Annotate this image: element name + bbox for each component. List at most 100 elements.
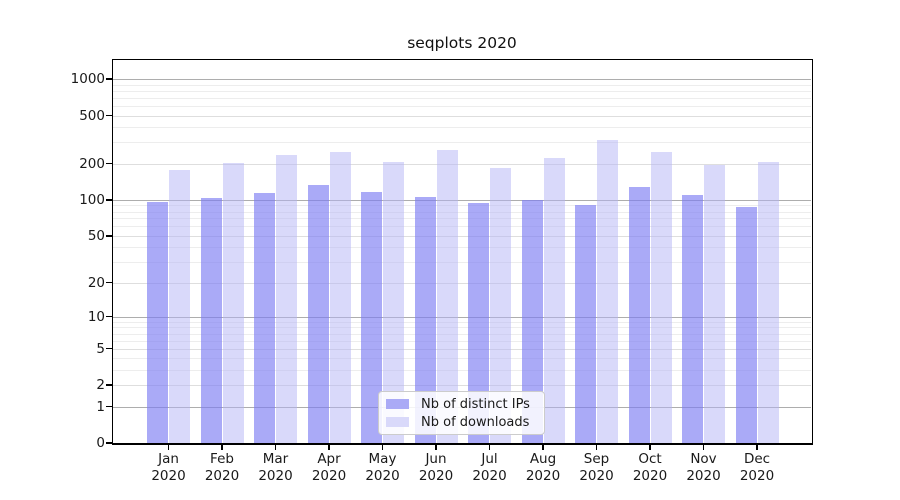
- y-tick-mark: [106, 78, 113, 80]
- bar-distinct-ips-jan: [147, 201, 168, 443]
- x-tick-label-aug: Aug 2020: [525, 451, 561, 484]
- gridline-minor: [113, 358, 811, 360]
- bar-distinct-ips-apr: [307, 185, 329, 443]
- bar-downloads-oct: [650, 152, 672, 443]
- x-tick-label-mar: Mar 2020: [258, 451, 293, 484]
- gridline-mid: [113, 282, 811, 284]
- legend-label-downloads: Nb of downloads: [421, 414, 530, 430]
- bar-downloads-apr: [329, 151, 351, 443]
- gridline-mid: [113, 348, 811, 350]
- y-tick-label: 0: [96, 435, 105, 451]
- legend-swatch-downloads: [386, 417, 409, 427]
- gridline-minor: [113, 211, 811, 213]
- x-tick-mark: [435, 444, 437, 450]
- y-tick-label: 500: [79, 107, 105, 124]
- y-tick-mark: [106, 199, 113, 201]
- gridline-minor: [113, 97, 811, 99]
- x-tick-mark: [488, 444, 491, 450]
- bar-downloads-nov: [704, 164, 725, 443]
- bar-downloads-mar: [276, 154, 297, 443]
- y-tick-label: 2: [96, 377, 105, 394]
- x-tick-label-may: May 2020: [365, 451, 400, 484]
- x-tick-label-nov: Nov 2020: [686, 451, 721, 484]
- y-tick-mark: [106, 405, 113, 408]
- bar-downloads-aug: [543, 158, 565, 443]
- gridline-minor: [113, 247, 811, 249]
- x-tick-mark: [756, 444, 758, 450]
- x-tick-label-jan: Jan 2020: [151, 451, 186, 484]
- bar-distinct-ips-jun: [414, 196, 436, 443]
- x-tick-mark: [595, 444, 598, 450]
- gridline-major: [113, 316, 811, 318]
- bar-distinct-ips-mar: [254, 193, 275, 443]
- gridline-minor: [113, 105, 811, 107]
- gridline-mid: [113, 115, 811, 117]
- x-tick-label-dec: Dec 2020: [739, 451, 775, 484]
- x-tick-mark: [702, 444, 705, 450]
- gridline-minor: [113, 262, 811, 264]
- gridline-minor: [113, 333, 811, 335]
- y-tick-mark: [106, 442, 113, 444]
- chart-title: seqplots 2020: [407, 34, 517, 52]
- y-tick-mark: [106, 315, 113, 318]
- x-tick-label-jul: Jul 2020: [472, 451, 507, 484]
- x-tick-label-oct: Oct 2020: [632, 451, 668, 484]
- bar-downloads-jun: [436, 150, 458, 443]
- y-tick-mark: [106, 347, 113, 350]
- y-tick-label: 5: [96, 340, 105, 357]
- x-tick-mark: [328, 444, 330, 450]
- legend-item-downloads: Nb of downloads: [386, 415, 536, 430]
- gridline-minor: [113, 205, 811, 207]
- bar-downloads-dec: [757, 161, 779, 443]
- gridline-minor: [113, 370, 811, 371]
- y-tick-label: 10: [87, 308, 105, 325]
- gridline-mid: [113, 235, 811, 237]
- x-tick-mark: [649, 444, 651, 450]
- plot-area: [113, 60, 811, 443]
- gridline-minor: [113, 90, 811, 92]
- y-tick-label: 1000: [70, 71, 105, 87]
- gridline-major: [113, 199, 811, 201]
- y-tick-mark: [106, 384, 113, 386]
- y-tick-label: 100: [79, 191, 105, 208]
- bar-downloads-may: [383, 161, 404, 443]
- bar-downloads-jan: [169, 169, 190, 443]
- y-tick-mark: [106, 114, 113, 117]
- bar-distinct-ips-jul: [468, 202, 489, 443]
- bar-downloads-jul: [490, 168, 511, 443]
- legend-label-distinct-ips: Nb of distinct IPs: [421, 396, 530, 412]
- gridline-minor: [113, 84, 811, 86]
- gridline-minor: [113, 142, 811, 144]
- x-tick-label-feb: Feb 2020: [204, 451, 240, 484]
- gridline-minor: [113, 218, 811, 220]
- x-tick-label-apr: Apr 2020: [311, 451, 347, 484]
- bar-distinct-ips-nov: [682, 194, 703, 443]
- x-tick-label-sep: Sep 2020: [579, 451, 614, 484]
- y-tick-label: 20: [87, 274, 105, 291]
- gridline-minor: [113, 127, 811, 129]
- bar-distinct-ips-feb: [200, 197, 222, 443]
- gridline-minor: [113, 340, 811, 342]
- y-tick-label: 1: [96, 398, 105, 415]
- bar-distinct-ips-dec: [735, 207, 757, 443]
- gridline-mid: [113, 163, 811, 165]
- legend: Nb of distinct IPs Nb of downloads: [378, 391, 545, 435]
- bar-distinct-ips-may: [361, 191, 382, 443]
- x-tick-mark: [381, 444, 384, 450]
- bar-downloads-sep: [597, 140, 618, 443]
- y-tick-mark: [106, 235, 113, 237]
- x-tick-mark: [542, 444, 544, 450]
- x-tick-mark: [167, 444, 170, 450]
- gridline-minor: [113, 226, 811, 228]
- y-tick-label: 50: [87, 227, 105, 244]
- x-tick-label-jun: Jun 2020: [418, 451, 454, 484]
- gridline-minor: [113, 327, 811, 329]
- bar-distinct-ips-sep: [575, 204, 596, 443]
- gridline-mid: [113, 385, 811, 387]
- y-tick-label: 200: [79, 155, 105, 172]
- x-tick-mark: [221, 444, 223, 450]
- legend-item-distinct-ips: Nb of distinct IPs: [386, 397, 536, 412]
- gridline-major: [113, 79, 811, 80]
- y-tick-mark: [106, 162, 113, 165]
